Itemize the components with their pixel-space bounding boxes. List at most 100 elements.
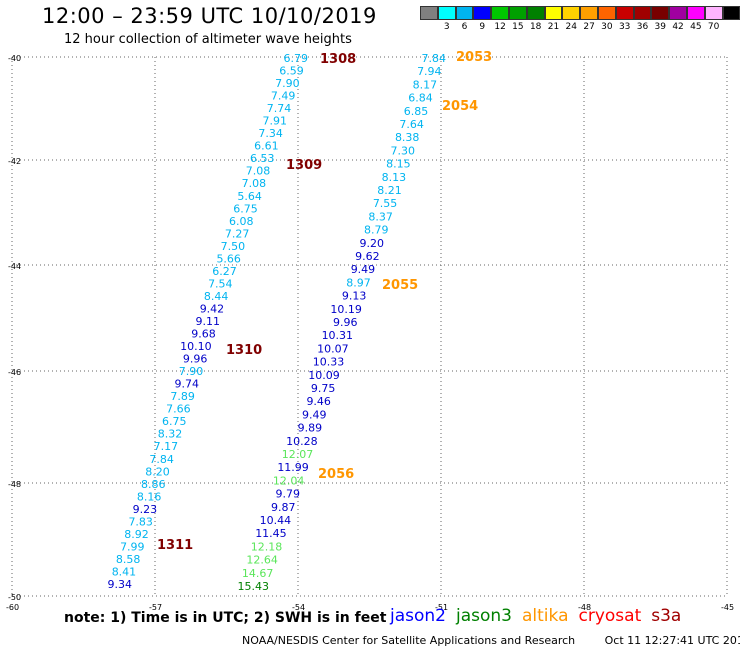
lon-label: -51	[435, 603, 448, 612]
wave-height-value: 8.21	[377, 184, 402, 197]
wave-height-value: 7.94	[417, 65, 442, 78]
wave-height-value: 14.67	[242, 567, 274, 580]
wave-height-value: 9.96	[333, 316, 358, 329]
legend-swatch	[420, 6, 438, 20]
wave-height-value: 8.86	[141, 478, 166, 491]
lat-label: -50	[8, 593, 21, 602]
wave-height-value: 6.59	[279, 65, 304, 78]
wave-height-value: 7.49	[271, 90, 296, 103]
wave-height-value: 9.11	[196, 315, 221, 328]
wave-height-value: 7.74	[267, 102, 292, 115]
legend-swatch	[562, 6, 581, 20]
legend-bin-label: 9	[479, 22, 486, 32]
satellite-jason3: jason3	[456, 606, 512, 626]
lon-label: -45	[721, 603, 734, 612]
wave-height-value: 7.17	[154, 440, 179, 453]
pass-time-label: 2055	[382, 278, 418, 293]
wave-height-value: 9.87	[271, 501, 296, 514]
track-right: 7.847.948.176.846.857.648.387.308.158.13…	[238, 52, 447, 593]
wave-height-value: 6.53	[250, 152, 275, 165]
track-time-labels: 1308 1309 1310 1311 2053 2054 2055 2056	[157, 50, 492, 553]
wave-height-value: 8.37	[368, 210, 393, 223]
wave-height-value: 8.32	[158, 428, 183, 441]
footer-timestamp: Oct 11 12:27:41 UTC 2019	[604, 634, 740, 647]
legend-bin-label: 45	[690, 22, 702, 32]
wave-height-value: 8.92	[124, 528, 149, 541]
wave-height-value: 8.16	[137, 490, 162, 503]
legend-bin-label: 42	[672, 22, 684, 32]
wave-height-value: 8.41	[112, 565, 137, 578]
wave-height-value: 12.04	[273, 474, 305, 487]
legend-bin-label: 36	[636, 22, 649, 32]
wave-height-value: 10.07	[317, 342, 349, 355]
track-left: 6.796.597.907.497.747.917.346.616.537.08…	[108, 52, 309, 591]
legend-swatch	[704, 6, 723, 20]
satellite-s3a: s3a	[651, 606, 682, 626]
wave-height-value: 8.20	[145, 465, 170, 478]
footer-credit: NOAA/NESDIS Center for Satellite Applica…	[242, 634, 576, 647]
legend-swatch	[580, 6, 598, 20]
wave-height-value: 7.90	[179, 365, 204, 378]
legend-swatch	[473, 6, 492, 20]
legend-swatch	[544, 6, 563, 20]
legend-swatch	[455, 6, 474, 20]
legend-bin-label: 6	[461, 22, 468, 32]
wave-height-value: 7.66	[166, 403, 191, 416]
wave-height-value: 7.99	[120, 540, 145, 553]
wave-height-value: 9.34	[108, 578, 133, 591]
wave-height-value: 9.75	[311, 382, 336, 395]
wave-height-value: 8.79	[364, 224, 389, 237]
map-title: 12:00 – 23:59 UTC 10/10/2019	[42, 4, 377, 28]
wave-height-value: 9.89	[298, 422, 323, 435]
wave-height-value: 7.55	[373, 197, 398, 210]
pass-time-label: 2054	[442, 99, 478, 114]
wave-height-value: 7.08	[246, 165, 271, 178]
wave-height-value: 10.09	[308, 369, 340, 382]
pass-time-label: 1308	[320, 52, 356, 67]
legend-swatches	[420, 6, 740, 20]
wave-height-value: 8.44	[204, 290, 229, 303]
pass-time-label: 2056	[318, 467, 354, 482]
wave-height-value: 6.08	[229, 215, 254, 228]
legend-swatch	[491, 6, 509, 20]
legend-swatch	[615, 6, 634, 20]
wave-height-value: 10.19	[330, 303, 362, 316]
wave-height-value: 11.99	[277, 461, 309, 474]
wave-height-value: 9.20	[360, 237, 385, 250]
wave-height-value: 9.13	[342, 290, 367, 303]
lat-label: -42	[8, 157, 21, 166]
wave-height-value: 6.79	[284, 52, 309, 65]
pass-time-label: 2053	[456, 50, 492, 65]
satellite-jason2: jason2	[390, 606, 446, 626]
legend-bin-label: 70	[707, 22, 720, 32]
wave-height-value: 7.90	[275, 77, 300, 90]
legend-bin-label: 15	[512, 22, 524, 32]
legend-swatch	[597, 6, 616, 20]
map-subtitle: 12 hour collection of altimeter wave hei…	[64, 32, 352, 47]
satellite-altika: altika	[522, 606, 569, 626]
wave-height-value: 7.30	[391, 144, 416, 157]
wave-height-value: 9.49	[351, 263, 376, 276]
legend-bin-label: 33	[618, 22, 631, 32]
lat-lon-grid	[11, 56, 728, 597]
legend-swatch	[669, 6, 687, 20]
footer: NOAA/NESDIS Center for Satellite Applica…	[242, 634, 740, 647]
wave-height-value: 7.34	[258, 127, 283, 140]
wave-height-value: 9.68	[191, 328, 216, 341]
wave-height-value: 11.45	[255, 527, 287, 540]
lat-label: -44	[8, 262, 21, 271]
legend-swatch	[651, 6, 670, 20]
satellite-cryosat: cryosat	[578, 606, 642, 626]
pass-time-label: 1309	[286, 158, 322, 173]
wave-height-value: 12.07	[282, 448, 314, 461]
wave-height-value: 7.84	[149, 453, 174, 466]
wave-height-value: 10.31	[322, 329, 354, 342]
legend-swatch	[633, 6, 652, 20]
wave-height-value: 12.64	[246, 554, 278, 567]
wave-height-value: 7.84	[422, 52, 447, 65]
wave-height-value: 8.58	[116, 553, 141, 566]
lon-label: -54	[292, 603, 305, 612]
wave-height-value: 9.49	[302, 408, 327, 421]
